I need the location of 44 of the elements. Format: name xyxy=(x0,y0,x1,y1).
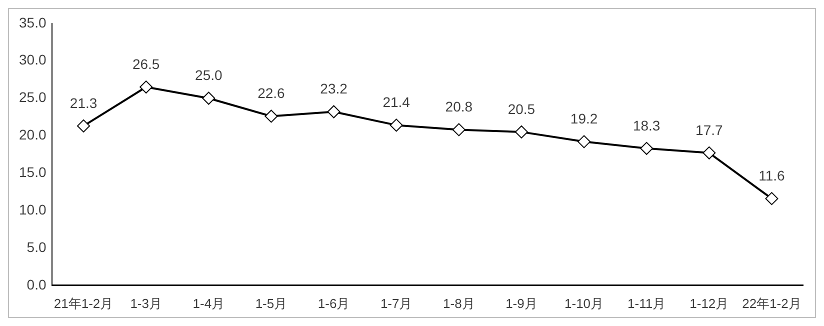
data-label: 26.5 xyxy=(132,56,160,72)
y-tick-label: 0.0 xyxy=(26,276,46,292)
x-tick-label: 1-9月 xyxy=(506,296,538,311)
point xyxy=(765,192,778,206)
point xyxy=(452,123,466,136)
x-tick-label: 22年1-2月 xyxy=(742,296,802,311)
data-label: 20.8 xyxy=(445,98,473,115)
x-tick-label: 1-7月 xyxy=(380,296,412,311)
x-tick-label: 21年1-2月 xyxy=(54,296,114,311)
data-label: 17.7 xyxy=(696,122,723,138)
x-tick-label: 1-4月 xyxy=(192,296,225,311)
point xyxy=(702,146,716,160)
data-label: 19.2 xyxy=(570,110,598,127)
data-label: 22.6 xyxy=(258,85,286,102)
y-tick-label: 30.0 xyxy=(19,52,46,68)
data-label: 21.4 xyxy=(382,94,410,110)
x-tick-label: 1-5月 xyxy=(255,296,288,311)
point xyxy=(640,142,654,155)
point xyxy=(327,105,340,118)
data-label: 20.5 xyxy=(508,100,536,117)
point xyxy=(140,80,153,94)
point xyxy=(514,125,528,138)
data-label: 11.6 xyxy=(758,167,786,184)
y-tick-label: 35.0 xyxy=(19,14,46,30)
point xyxy=(578,135,591,148)
y-tick-label: 10.0 xyxy=(19,201,46,218)
y-tick-label: 15.0 xyxy=(19,164,46,180)
x-tick-label: 1-6月 xyxy=(318,296,350,311)
y-tick-label: 20.0 xyxy=(19,126,46,143)
point xyxy=(264,110,278,123)
point xyxy=(390,118,403,132)
x-tick-label: 1-8月 xyxy=(443,296,475,311)
x-tick-label: 1-10月 xyxy=(564,296,604,311)
x-tick-label: 1-11月 xyxy=(628,296,666,311)
x-tick-label: 1-3月 xyxy=(130,296,162,311)
point xyxy=(77,119,90,132)
data-label: 21.3 xyxy=(70,94,98,111)
data-label: 18.3 xyxy=(632,117,660,134)
data-label: 25.0 xyxy=(195,67,222,84)
point xyxy=(202,92,216,105)
x-tick-label: 1-12月 xyxy=(690,296,729,311)
y-tick-label: 25.0 xyxy=(19,89,46,106)
data-label: 23.2 xyxy=(320,80,348,97)
y-tick-label: 5.0 xyxy=(26,238,46,255)
